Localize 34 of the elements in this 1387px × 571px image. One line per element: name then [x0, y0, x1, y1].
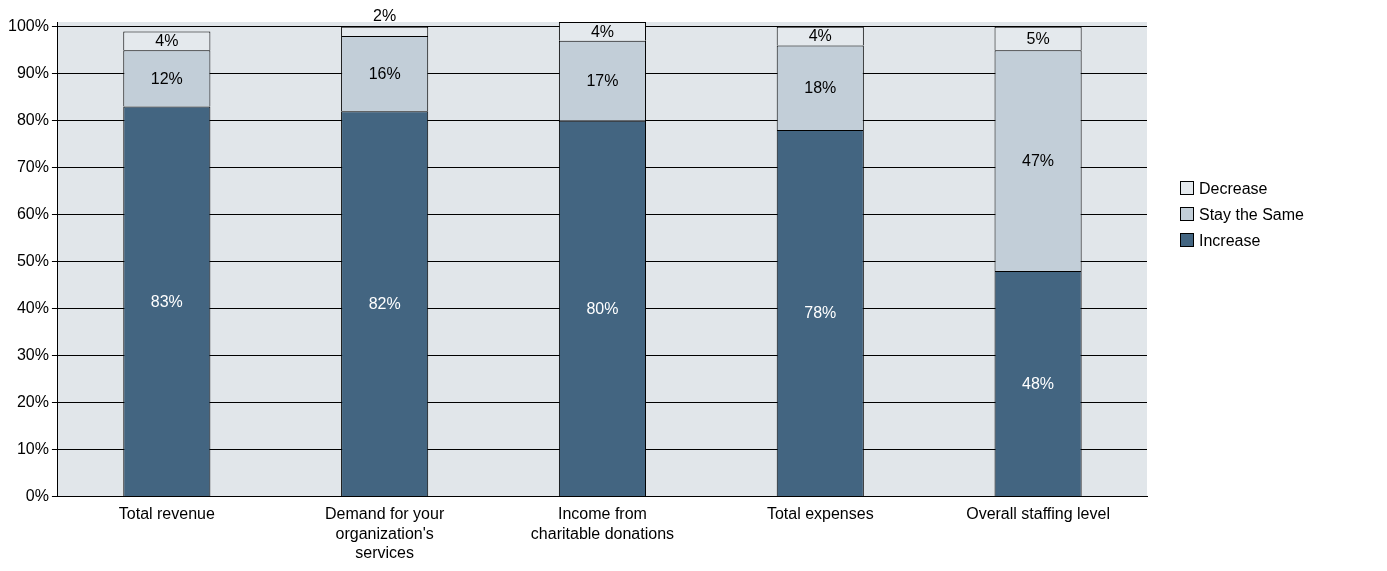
y-tick-label: 80% [16, 111, 49, 129]
text: Decrease [1199, 180, 1268, 197]
x-tick-label: Total revenue [118, 505, 215, 523]
y-tick-label: 40% [16, 298, 49, 316]
data-label: 80% [586, 299, 619, 317]
y-tick-label: 90% [16, 64, 49, 82]
data-label: 82% [368, 294, 401, 312]
data-label: 18% [804, 79, 837, 97]
data-label: 48% [1022, 374, 1055, 392]
data-label: 83% [150, 292, 183, 310]
x-tick-label: Total expenses [766, 505, 874, 523]
y-tick-label: 30% [16, 345, 49, 363]
x-tick-label: Overall staffing level [966, 505, 1110, 523]
data-label: 4% [808, 27, 832, 45]
y-tick-label: 70% [16, 158, 49, 176]
data-label: 4% [155, 32, 179, 50]
data-label: 17% [586, 72, 619, 90]
data-label: 78% [804, 304, 837, 322]
data-label: 2% [373, 7, 397, 25]
legend-label: Increase [1199, 232, 1261, 249]
y-tick-label: 10% [16, 439, 49, 457]
data-label: 47% [1022, 151, 1055, 169]
data-label: 12% [150, 69, 183, 87]
y-tick-label: 100% [8, 17, 49, 35]
y-tick-label: 60% [16, 204, 49, 222]
legend-label: Stay the Same [1199, 206, 1304, 223]
x-tick-label: Demand for your organization's services [325, 505, 445, 561]
y-tick-label: 0% [25, 486, 49, 504]
y-tick-label: 50% [16, 251, 49, 269]
data-label: 16% [368, 65, 401, 83]
data-label: 5% [1026, 29, 1050, 47]
data-label: 4% [590, 22, 615, 40]
y-tick-label: 20% [16, 392, 49, 410]
x-tick-label: Income from charitable donations [530, 505, 675, 542]
